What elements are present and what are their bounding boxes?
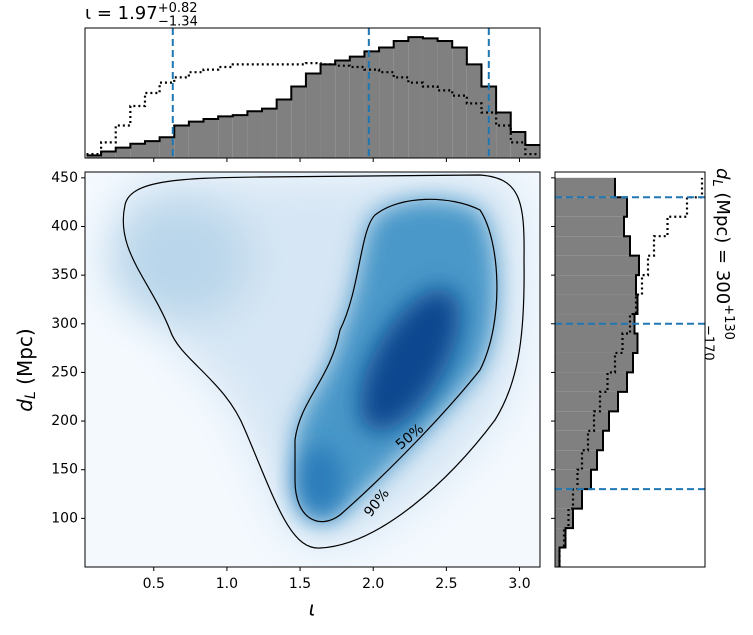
- svg-text:dL (Mpc) = 300+130: dL (Mpc) = 300+130: [710, 168, 737, 340]
- histogram-bar: [555, 236, 630, 256]
- histogram-outline: [558, 177, 640, 567]
- histogram-bar: [555, 333, 638, 353]
- histogram-bar: [203, 119, 219, 158]
- histogram-bar: [408, 37, 423, 158]
- histogram-bar: [393, 41, 409, 158]
- x-tick-label: 1.0: [216, 576, 238, 592]
- top-title: ι = 1.97+0.82: [85, 1, 198, 25]
- y-tick-label: 150: [51, 462, 78, 478]
- x-tick-label: 0.5: [143, 576, 165, 592]
- histogram-bar: [262, 108, 277, 158]
- y-tick-label: 350: [51, 267, 78, 283]
- histogram-bar: [466, 64, 482, 158]
- histogram-bar: [349, 56, 365, 158]
- x-tick-label: 2.0: [362, 576, 384, 592]
- histogram-bar: [452, 47, 467, 158]
- histogram-bar: [218, 116, 233, 158]
- histogram-bar: [188, 121, 204, 158]
- y-label-main: d: [13, 399, 37, 412]
- histogram-bar: [232, 115, 248, 158]
- main-frame: [84, 171, 541, 568]
- density-map: [85, 172, 540, 567]
- y-tick-label: 300: [51, 316, 78, 332]
- histogram-bar: [101, 151, 116, 158]
- histogram-bar: [555, 508, 573, 529]
- histogram-bar: [555, 372, 627, 392]
- title-rest: (Mpc) = 300: [712, 187, 733, 305]
- title-sub: L: [710, 179, 725, 186]
- histogram-bar: [144, 141, 160, 158]
- histogram-bar: [130, 143, 145, 158]
- histogram-bar: [555, 489, 582, 509]
- y-label-sub: L: [23, 391, 39, 399]
- histogram-bar: [364, 51, 380, 158]
- histogram-bar: [276, 99, 292, 158]
- histogram-bar: [510, 132, 526, 158]
- histogram-bar: [555, 528, 566, 548]
- histogram-bar: [247, 111, 263, 158]
- histogram-bar: [555, 430, 603, 451]
- histogram-bar: [555, 450, 597, 470]
- y-tick-label: 250: [51, 364, 78, 380]
- histogram-bar: [555, 547, 560, 567]
- histogram-bar: [555, 275, 636, 295]
- x-tick-label: 3.0: [508, 576, 530, 592]
- right-frame: [554, 171, 706, 568]
- y-tick-label: 450: [51, 170, 78, 186]
- histogram-bar: [174, 125, 189, 158]
- histogram-bar: [291, 86, 306, 158]
- histogram-bar: [555, 469, 591, 490]
- histogram-bar: [555, 294, 638, 315]
- y-tick-label: 100: [51, 510, 78, 526]
- title-upper: +130: [722, 304, 737, 340]
- histogram-bar: [555, 255, 639, 276]
- histogram-bar: [555, 216, 624, 237]
- histogram-bar: [159, 137, 175, 158]
- title-upper: +0.82: [158, 1, 198, 16]
- histogram-bar: [555, 177, 615, 198]
- histogram-bar: [305, 73, 321, 158]
- histogram-bar: [555, 391, 618, 412]
- title-lower: −170: [701, 325, 716, 361]
- y-axis-label: dL (Mpc): [13, 328, 40, 411]
- right-title: dL (Mpc) = 300+130 −170: [701, 168, 737, 361]
- top-frame: [84, 27, 541, 159]
- title-main: d: [712, 168, 733, 180]
- histogram-bar: [379, 47, 394, 158]
- x-axis-label: ι: [309, 597, 316, 621]
- x-tick-label: 1.5: [289, 576, 311, 592]
- histogram-bar: [525, 145, 540, 158]
- y-tick-label: 400: [51, 218, 78, 234]
- histogram-bar: [555, 197, 627, 217]
- histogram-bar: [422, 38, 438, 158]
- y-tick-label: 200: [51, 413, 78, 429]
- title-lower: −1.34: [158, 15, 198, 30]
- histogram-bar: [86, 155, 102, 158]
- histogram-outline: [86, 36, 540, 157]
- histogram-bar: [437, 41, 453, 158]
- histogram-bar: [335, 60, 350, 158]
- title-main: ι = 1.97: [85, 3, 158, 24]
- prior-line: [558, 177, 704, 567]
- x-tick-label: 2.5: [435, 576, 457, 592]
- histogram-bar: [496, 112, 511, 158]
- y-label-rest: (Mpc): [13, 328, 37, 391]
- histogram-bar: [115, 147, 131, 158]
- histogram-bar: [320, 64, 336, 158]
- histogram-bar: [555, 411, 609, 431]
- histogram-bar: [555, 352, 633, 373]
